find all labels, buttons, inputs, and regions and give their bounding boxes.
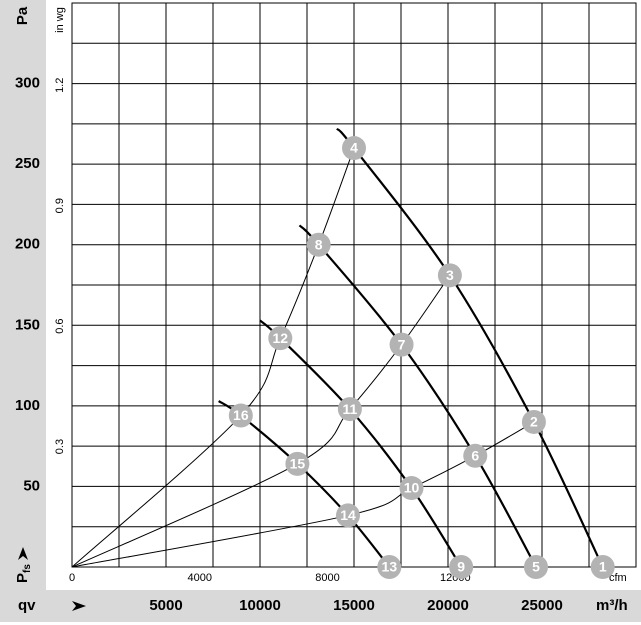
y-tick-label: 250 (15, 155, 40, 172)
x-unit: m³/h (596, 597, 628, 614)
operating-point (449, 555, 474, 579)
fan-curve (336, 127, 604, 568)
y-tick-label: 150 (15, 316, 40, 333)
operating-point (463, 443, 488, 468)
y-axis-band (0, 0, 46, 590)
x-tick-label: 20000 (427, 597, 469, 614)
y-tick-label: 50 (23, 477, 40, 494)
point-label: 2 (530, 414, 538, 430)
point-label: 16 (233, 407, 249, 423)
x-tick-label: 5000 (149, 597, 182, 614)
x2-unit: cfm (609, 572, 627, 584)
y2-tick-label: 1.2 (54, 78, 66, 93)
x-tick-label: 15000 (333, 597, 375, 614)
y-arrow (18, 547, 28, 560)
y-unit: Pa (14, 6, 31, 25)
point-label: 1 (599, 559, 607, 575)
point-label: 3 (446, 267, 454, 283)
point-label: 12 (273, 330, 289, 346)
operating-point (335, 503, 360, 528)
y-label: Pfs (14, 564, 33, 583)
point-label: 11 (342, 401, 357, 417)
x2-tick-label: 0 (69, 572, 75, 584)
point-label: 15 (290, 456, 306, 472)
y2-tick-label: 0.3 (54, 439, 66, 454)
operating-point (590, 555, 615, 579)
operating-point (285, 451, 310, 476)
y-tick-label: 100 (15, 397, 40, 414)
y2-unit: in wg (54, 7, 66, 33)
operating-point (268, 326, 293, 351)
operating-point (437, 263, 462, 288)
system-curve (71, 421, 535, 568)
operating-point (337, 397, 362, 422)
operating-point (399, 476, 424, 501)
point-label: 13 (382, 559, 398, 575)
point-label: 10 (404, 480, 420, 496)
operating-point (342, 136, 366, 161)
y-tick-label: 200 (15, 236, 40, 253)
y2-tick-label: 0.9 (54, 198, 66, 213)
operating-point (523, 555, 548, 579)
operating-point (306, 232, 331, 257)
point-label: 14 (340, 507, 356, 523)
point-label: 6 (471, 448, 479, 464)
x2-tick-label: 8000 (315, 572, 339, 584)
operating-point (389, 332, 414, 357)
y-tick-label: 300 (15, 75, 40, 92)
plot-frame (71, 2, 637, 568)
x-tick-label: 25000 (521, 597, 563, 614)
fan-curve (298, 224, 537, 568)
x-tick-label: 10000 (239, 597, 281, 614)
y2-tick-label: 0.6 (54, 318, 66, 333)
system-curve (71, 275, 451, 568)
x-axis-band (0, 590, 641, 622)
point-label: 4 (350, 140, 358, 156)
x2-tick-label: 4000 (188, 572, 212, 584)
point-label: 7 (398, 336, 406, 352)
operating-point (521, 409, 546, 434)
operating-point (228, 403, 253, 428)
operating-point (377, 555, 402, 579)
point-label: 5 (532, 559, 540, 575)
x-label: qv (18, 597, 36, 614)
point-label: 9 (457, 559, 465, 575)
point-label: 8 (315, 236, 323, 252)
x-arrow (72, 601, 86, 611)
